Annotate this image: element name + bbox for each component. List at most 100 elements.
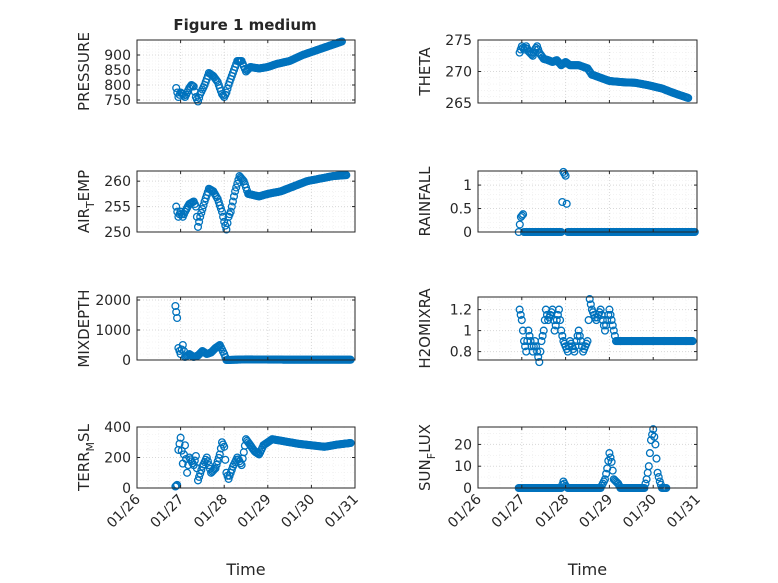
data-point bbox=[193, 97, 203, 106]
ytick-label: 1000 bbox=[95, 323, 131, 339]
data-point bbox=[196, 469, 205, 478]
ylabel-tail: SL bbox=[75, 423, 93, 442]
axes-frame bbox=[136, 296, 356, 361]
data-point bbox=[652, 454, 661, 463]
data-point bbox=[210, 465, 219, 474]
ytick-label: 900 bbox=[104, 48, 131, 64]
data-point bbox=[220, 442, 229, 451]
data-point bbox=[540, 316, 549, 325]
ylabel-sun_flux: SUNFLUX bbox=[416, 424, 438, 491]
axes-frame bbox=[477, 426, 698, 489]
axes-frame bbox=[136, 39, 356, 104]
data-point bbox=[517, 211, 527, 220]
data-point bbox=[202, 453, 211, 462]
data-point bbox=[537, 337, 546, 346]
data-point bbox=[180, 441, 190, 450]
data-point bbox=[649, 425, 658, 434]
data-point bbox=[644, 462, 653, 471]
xtick-label: 01/31 bbox=[664, 492, 704, 532]
data-point bbox=[238, 175, 247, 184]
data-point bbox=[217, 207, 227, 216]
ylabel-air_temp: AIRTEMP bbox=[75, 170, 97, 233]
data-point bbox=[187, 80, 196, 90]
data-point bbox=[607, 457, 616, 466]
xtick-label: 01/26 bbox=[445, 491, 485, 531]
xtick-label: 01/29 bbox=[235, 492, 275, 532]
data-point bbox=[183, 468, 192, 477]
ylabel-text: SUN bbox=[416, 459, 434, 491]
data-point bbox=[650, 432, 659, 441]
ytick-label: 1 bbox=[463, 324, 472, 340]
data-point bbox=[222, 88, 231, 97]
data-point bbox=[215, 450, 224, 459]
data-point bbox=[191, 451, 200, 461]
data-point bbox=[190, 456, 199, 465]
data-point bbox=[651, 440, 660, 449]
ytick-label: 1.2 bbox=[450, 303, 472, 319]
xlabel-time: Time bbox=[567, 560, 607, 579]
ylabel-text: RAINFALL bbox=[416, 166, 434, 237]
data-point bbox=[229, 192, 239, 201]
ytick-label: 1 bbox=[463, 178, 472, 194]
data-point bbox=[605, 305, 614, 314]
data-point bbox=[609, 326, 618, 335]
data-point bbox=[232, 183, 241, 192]
data-point bbox=[554, 305, 564, 314]
data-point bbox=[524, 326, 533, 335]
data-point bbox=[172, 307, 181, 317]
ylabel-text: MIXDEPTH bbox=[75, 289, 93, 367]
ytick-label: 800 bbox=[104, 78, 131, 94]
data-point bbox=[556, 316, 565, 325]
data-point bbox=[196, 212, 205, 221]
data-point bbox=[173, 313, 182, 323]
data-point bbox=[227, 202, 236, 211]
data-point bbox=[342, 171, 351, 180]
data-point bbox=[195, 217, 204, 226]
ylabel-text: AIR bbox=[75, 208, 93, 233]
axes-frame bbox=[136, 170, 356, 233]
data-point bbox=[552, 316, 561, 325]
ytick-label: 0 bbox=[122, 353, 131, 369]
data-point bbox=[645, 449, 654, 458]
data-point bbox=[586, 300, 595, 309]
data-point bbox=[585, 295, 594, 304]
figure-title: Figure 1 medium bbox=[173, 16, 316, 34]
data-point bbox=[539, 326, 548, 335]
data-point bbox=[584, 316, 593, 325]
data-point bbox=[173, 88, 182, 97]
ytick-label: 20 bbox=[454, 437, 472, 453]
data-point bbox=[176, 433, 185, 442]
subplot-terr_msl: 0 200 400 TERRMSL 01/26 01/27 01/28 01/29 01/30 0… bbox=[75, 420, 362, 579]
ylabel-rainfall: RAINFALL bbox=[416, 166, 434, 237]
data-point bbox=[199, 201, 208, 210]
xtick-label: 01/27 bbox=[489, 492, 529, 532]
data-point bbox=[346, 438, 355, 448]
data-point bbox=[239, 448, 248, 457]
data-point bbox=[178, 340, 187, 350]
xlabel-time: Time bbox=[225, 560, 265, 579]
ytick-label: 850 bbox=[104, 63, 131, 79]
ylabel-text: H2OMIXRA bbox=[416, 288, 434, 369]
xtick-label: 01/28 bbox=[533, 492, 573, 532]
data-point bbox=[172, 481, 181, 490]
data-point bbox=[553, 310, 562, 319]
ytick-label: 0.8 bbox=[450, 345, 472, 361]
ytick-label: 0 bbox=[122, 481, 131, 497]
xtick-label: 01/30 bbox=[278, 492, 318, 532]
data-point bbox=[606, 310, 615, 319]
data-point bbox=[172, 83, 181, 93]
data-point bbox=[574, 326, 583, 335]
data-point bbox=[641, 479, 650, 488]
ylabel-subscript: T bbox=[84, 201, 97, 209]
ytick-label: 750 bbox=[104, 93, 131, 109]
data-point bbox=[557, 326, 566, 335]
ytick-label: 0 bbox=[463, 225, 472, 241]
data-point bbox=[688, 337, 697, 346]
data-point bbox=[203, 457, 212, 466]
data-point bbox=[172, 202, 181, 211]
axes-frame bbox=[477, 296, 698, 361]
data-point bbox=[575, 331, 584, 340]
data-point bbox=[526, 49, 535, 58]
data-point bbox=[204, 461, 213, 470]
data-point bbox=[519, 210, 528, 219]
